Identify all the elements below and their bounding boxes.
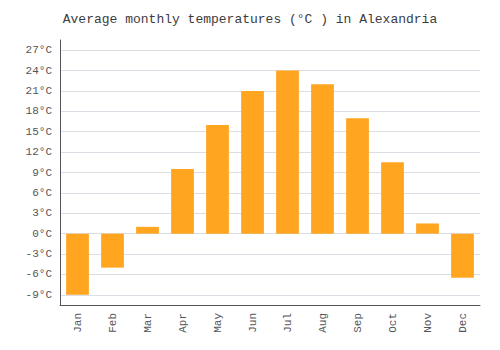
svg-text:3°C: 3°C [32, 207, 52, 219]
svg-text:Apr: Apr [177, 313, 189, 333]
svg-text:21°C: 21°C [26, 85, 53, 97]
svg-text:Average monthly temperatures (: Average monthly temperatures (°C ) in Al… [63, 12, 438, 27]
svg-text:Feb: Feb [107, 313, 119, 333]
svg-text:-6°C: -6°C [26, 268, 53, 280]
svg-text:6°C: 6°C [32, 187, 52, 199]
svg-text:27°C: 27°C [26, 44, 53, 56]
svg-text:9°C: 9°C [32, 167, 52, 179]
svg-text:Dec: Dec [457, 313, 469, 333]
svg-text:0°C: 0°C [32, 228, 52, 240]
svg-text:24°C: 24°C [26, 65, 53, 77]
svg-text:Aug: Aug [317, 313, 329, 333]
svg-text:-9°C: -9°C [26, 289, 53, 301]
svg-text:Nov: Nov [422, 313, 434, 333]
svg-text:Jun: Jun [247, 313, 259, 333]
svg-text:Jul: Jul [282, 313, 294, 333]
svg-text:Sep: Sep [352, 313, 364, 333]
svg-text:-3°C: -3°C [26, 248, 53, 260]
svg-text:Jan: Jan [72, 313, 84, 333]
svg-text:12°C: 12°C [26, 146, 53, 158]
svg-text:15°C: 15°C [26, 126, 53, 138]
svg-text:May: May [212, 313, 224, 333]
svg-text:Oct: Oct [387, 313, 399, 333]
svg-text:Mar: Mar [142, 313, 154, 333]
svg-text:18°C: 18°C [26, 105, 53, 117]
